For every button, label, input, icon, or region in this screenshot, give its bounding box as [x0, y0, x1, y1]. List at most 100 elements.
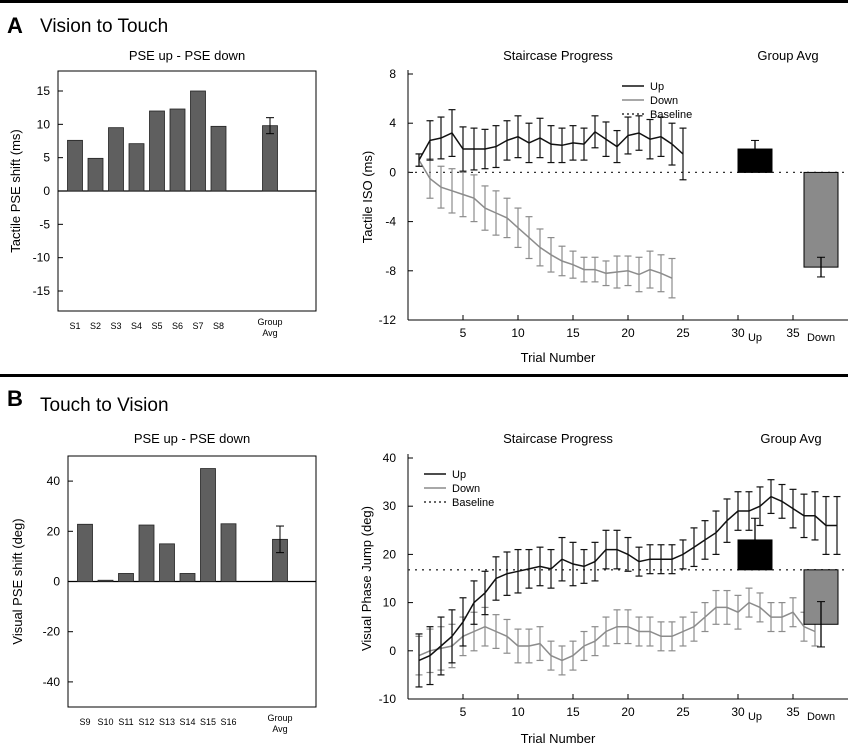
panel-b-group-avg-label: Up — [748, 711, 762, 723]
panel-a-staircase-xtick-label: 35 — [786, 326, 800, 340]
panel-a-staircase-xtick-label: 25 — [676, 326, 690, 340]
panel-a-up-series-line — [418, 130, 684, 161]
panel-a-staircase-ytick-label: -4 — [385, 215, 396, 229]
panel-a-subject-label: S8 — [213, 321, 224, 331]
panel-b-title: Touch to Vision — [40, 395, 169, 416]
panel-b-subject-bar — [138, 524, 155, 582]
panel-b-bar-ytick-label: -20 — [43, 625, 61, 639]
panel-b-bar-ylabel: Visual PSE shift (deg) — [10, 518, 25, 644]
panel-a-group-avg-label: Down — [807, 332, 835, 344]
panel-a-subject-bar — [190, 90, 206, 192]
panel-a-group-label: Group — [257, 317, 282, 327]
panel-b-subject-label: S10 — [97, 717, 113, 727]
panel-a-letter: A — [7, 13, 23, 38]
panel-b-bar-ytick-label: 40 — [47, 474, 61, 488]
panel-a-legend-label: Up — [650, 81, 664, 93]
panel-a-bar-ytick-label: -5 — [39, 217, 50, 231]
panel-b-staircase-xlabel: Trial Number — [521, 731, 596, 746]
panel-a-subject-label: S7 — [192, 321, 203, 331]
panel-b-subject-bar — [200, 468, 216, 582]
panel-b-bar-ytick-label: 0 — [53, 575, 60, 589]
panel-a-subject-label: S2 — [90, 321, 101, 331]
panel-b-bar-ytick-label: -40 — [43, 675, 61, 689]
panel-b-staircase-xtick-label: 5 — [460, 705, 467, 719]
panel-a-group-avg-label: Up — [748, 332, 762, 344]
panel-a-subject-bar — [210, 125, 227, 192]
panel-a-chart: PSE up - PSE down 15 10 5 0 -5 -10 -15 S1 S2 S3 S4 S… — [8, 48, 848, 365]
panel-b-subject-label: S9 — [79, 717, 90, 727]
panel-b-legend-label: Up — [452, 469, 466, 481]
panel-a-bar-ytick-label: 10 — [37, 117, 51, 131]
panel-a-group-avg-title: Group Avg — [757, 48, 818, 63]
panel-a-bar-ytick-label: 5 — [43, 151, 50, 165]
panel-a-staircase-ytick-label: 0 — [389, 165, 396, 179]
panel-a-subject-bar — [108, 127, 124, 192]
panel-a-subject-label: S1 — [69, 321, 80, 331]
panel-b-staircase-ylabel: Visual Phase Jump (deg) — [359, 506, 374, 651]
panel-b-bar-chart-title: PSE up - PSE down — [134, 431, 250, 446]
panel-b-subject-bar — [220, 523, 237, 582]
panel-b-staircase-xtick-label: 35 — [786, 705, 800, 719]
panel-b-down-series-line — [418, 601, 816, 662]
panel-b-staircase-xtick-label: 15 — [566, 705, 580, 719]
panel-b-subject-bar — [159, 543, 175, 582]
panel-b-staircase-ytick-label: 20 — [383, 547, 397, 561]
panel-a-staircase-ytick-label: -12 — [379, 313, 397, 327]
panel-b-subject-label: S11 — [118, 717, 133, 727]
panel-b-staircase-xtick-label: 20 — [621, 705, 635, 719]
panel-a-group-avg-bar — [262, 125, 278, 192]
panel-a-subject-label: S3 — [110, 321, 121, 331]
panel-a-subject-bar — [87, 157, 104, 192]
panel-a-subject-bar — [169, 108, 186, 192]
panel-a-staircase-xtick-label: 20 — [621, 326, 635, 340]
panel-b-staircase-xtick-label: 30 — [731, 705, 745, 719]
panel-b-subject-label: S16 — [220, 717, 236, 727]
panel-b-legend-label: Down — [452, 483, 480, 495]
panel-b-subject-label: S14 — [179, 717, 195, 727]
panel-a-down-series-line — [418, 159, 673, 279]
panel-b-staircase-title: Staircase Progress — [503, 431, 613, 446]
panel-b-staircase-ytick-label: 0 — [389, 644, 396, 658]
panel-b-subject-bar — [179, 573, 196, 582]
panel-b-chart: PSE up - PSE down 40 20 0 -20 -40 S9 S10 S11 S12 S… — [10, 431, 848, 746]
panel-a-group-label-avg: Avg — [262, 328, 277, 338]
panel-a-legend-label: Baseline — [650, 109, 692, 121]
panel-b-legend-label: Baseline — [452, 497, 494, 509]
panel-b-letter: B — [7, 386, 23, 411]
panel-b-staircase-xtick-label: 25 — [676, 705, 690, 719]
panel-b-up-series-line — [418, 495, 837, 662]
panel-b-staircase-ytick-label: 40 — [383, 451, 397, 465]
panel-b-subject-label: S13 — [159, 717, 175, 727]
panel-a-staircase-title: Staircase Progress — [503, 48, 613, 63]
panel-a-subject-bar — [67, 139, 83, 192]
panel-a-subject-label: S6 — [172, 321, 183, 331]
panel-a-bar-ylabel: Tactile PSE shift (ms) — [8, 129, 23, 253]
panel-a-bar-ytick-label: -10 — [33, 251, 51, 265]
panel-a-legend-label: Down — [650, 95, 678, 107]
panel-a-title: Vision to Touch — [40, 16, 169, 37]
panel-b-subject-bar — [97, 579, 114, 582]
panel-a-bar-ytick-label: 0 — [43, 184, 50, 198]
panel-a-staircase-xtick-label: 15 — [566, 326, 580, 340]
panel-a-group-avg-down-bar — [803, 171, 839, 268]
panel-a-bar-ytick-label: -15 — [33, 284, 51, 298]
panel-b-staircase-ytick-label: 10 — [383, 596, 397, 610]
panel-a-staircase-ytick-label: 4 — [389, 116, 396, 130]
top-rule — [0, 0, 848, 3]
panel-b-staircase-xtick-label: 10 — [511, 705, 525, 719]
panel-b-staircase-ytick-label: -10 — [379, 692, 397, 706]
panel-b-group-label-avg: Avg — [272, 724, 287, 734]
panel-b-subject-label: S15 — [200, 717, 216, 727]
panel-divider — [0, 374, 848, 377]
panel-a-staircase-xtick-label: 5 — [460, 326, 467, 340]
panel-a-bar-chart-title: PSE up - PSE down — [129, 48, 245, 63]
panel-a-staircase-ytick-label: -8 — [385, 264, 396, 278]
panel-b-subject-bar — [77, 523, 93, 582]
panel-b-group-label: Group — [267, 713, 292, 723]
panel-a-bar-ytick-label: 15 — [37, 84, 51, 98]
panel-b-subject-label: S12 — [138, 717, 154, 727]
panel-a-staircase-ytick-label: 8 — [389, 67, 396, 81]
panel-a-subject-label: S4 — [131, 321, 142, 331]
panel-a-staircase-ylabel: Tactile ISO (ms) — [360, 151, 375, 243]
panel-b-bar-ytick-label: 20 — [47, 524, 61, 538]
